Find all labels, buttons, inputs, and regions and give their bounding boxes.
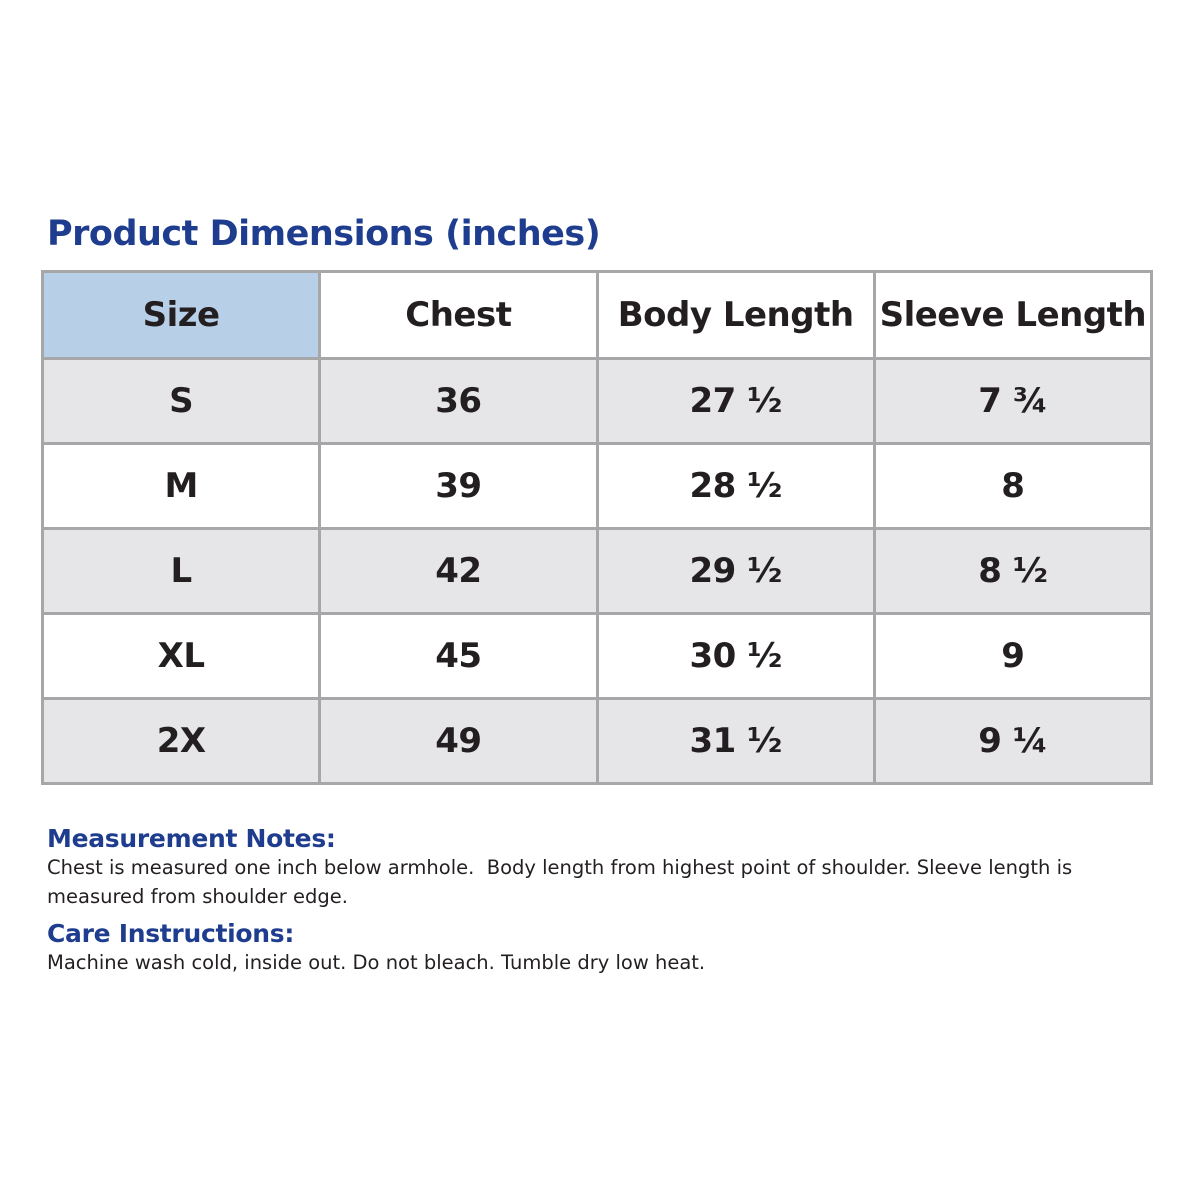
header-cell: Sleeve Length	[872, 270, 1154, 360]
note-text: Chest is measured one inch below armhole…	[47, 856, 1079, 908]
cell: M	[40, 442, 322, 530]
notes: Measurement Notes: Chest is measured one …	[47, 818, 1127, 985]
cell: S	[40, 357, 322, 445]
cell: XL	[40, 612, 322, 700]
cell: 45	[318, 612, 599, 700]
cell: 36	[318, 357, 599, 445]
header-cell: Size	[40, 270, 322, 360]
cell: 2X	[40, 697, 322, 785]
size-table: Size Chest Body Length Sleeve Length S 36 27 ½…	[40, 270, 1154, 785]
cell: 9	[872, 612, 1154, 700]
header-row: Size Chest Body Length Sleeve Length	[40, 270, 1154, 360]
cell: L	[40, 527, 322, 615]
cell: 42	[318, 527, 599, 615]
cell: 8 ½	[872, 527, 1154, 615]
cell: 30 ½	[595, 612, 876, 700]
header-cell: Chest	[318, 270, 599, 360]
title: Product Dimensions (inches)	[47, 214, 601, 254]
header-cell: Body Length	[595, 270, 876, 360]
note-heading: Measurement Notes:	[47, 824, 336, 853]
cell: 9 ¼	[872, 697, 1154, 785]
cell: 8	[872, 442, 1154, 530]
cell: 28 ½	[595, 442, 876, 530]
table-body: Size Chest Body Length Sleeve Length S 36 27 ½…	[40, 270, 1154, 785]
note-heading: Care Instructions:	[47, 919, 295, 948]
cell: 39	[318, 442, 599, 530]
cell: 7 ¾	[872, 357, 1154, 445]
note-text: Machine wash cold, inside out. Do not bl…	[47, 951, 706, 974]
cell: 29 ½	[595, 527, 876, 615]
cell: 31 ½	[595, 697, 876, 785]
cell: 27 ½	[595, 357, 876, 445]
cell: 49	[318, 697, 599, 785]
